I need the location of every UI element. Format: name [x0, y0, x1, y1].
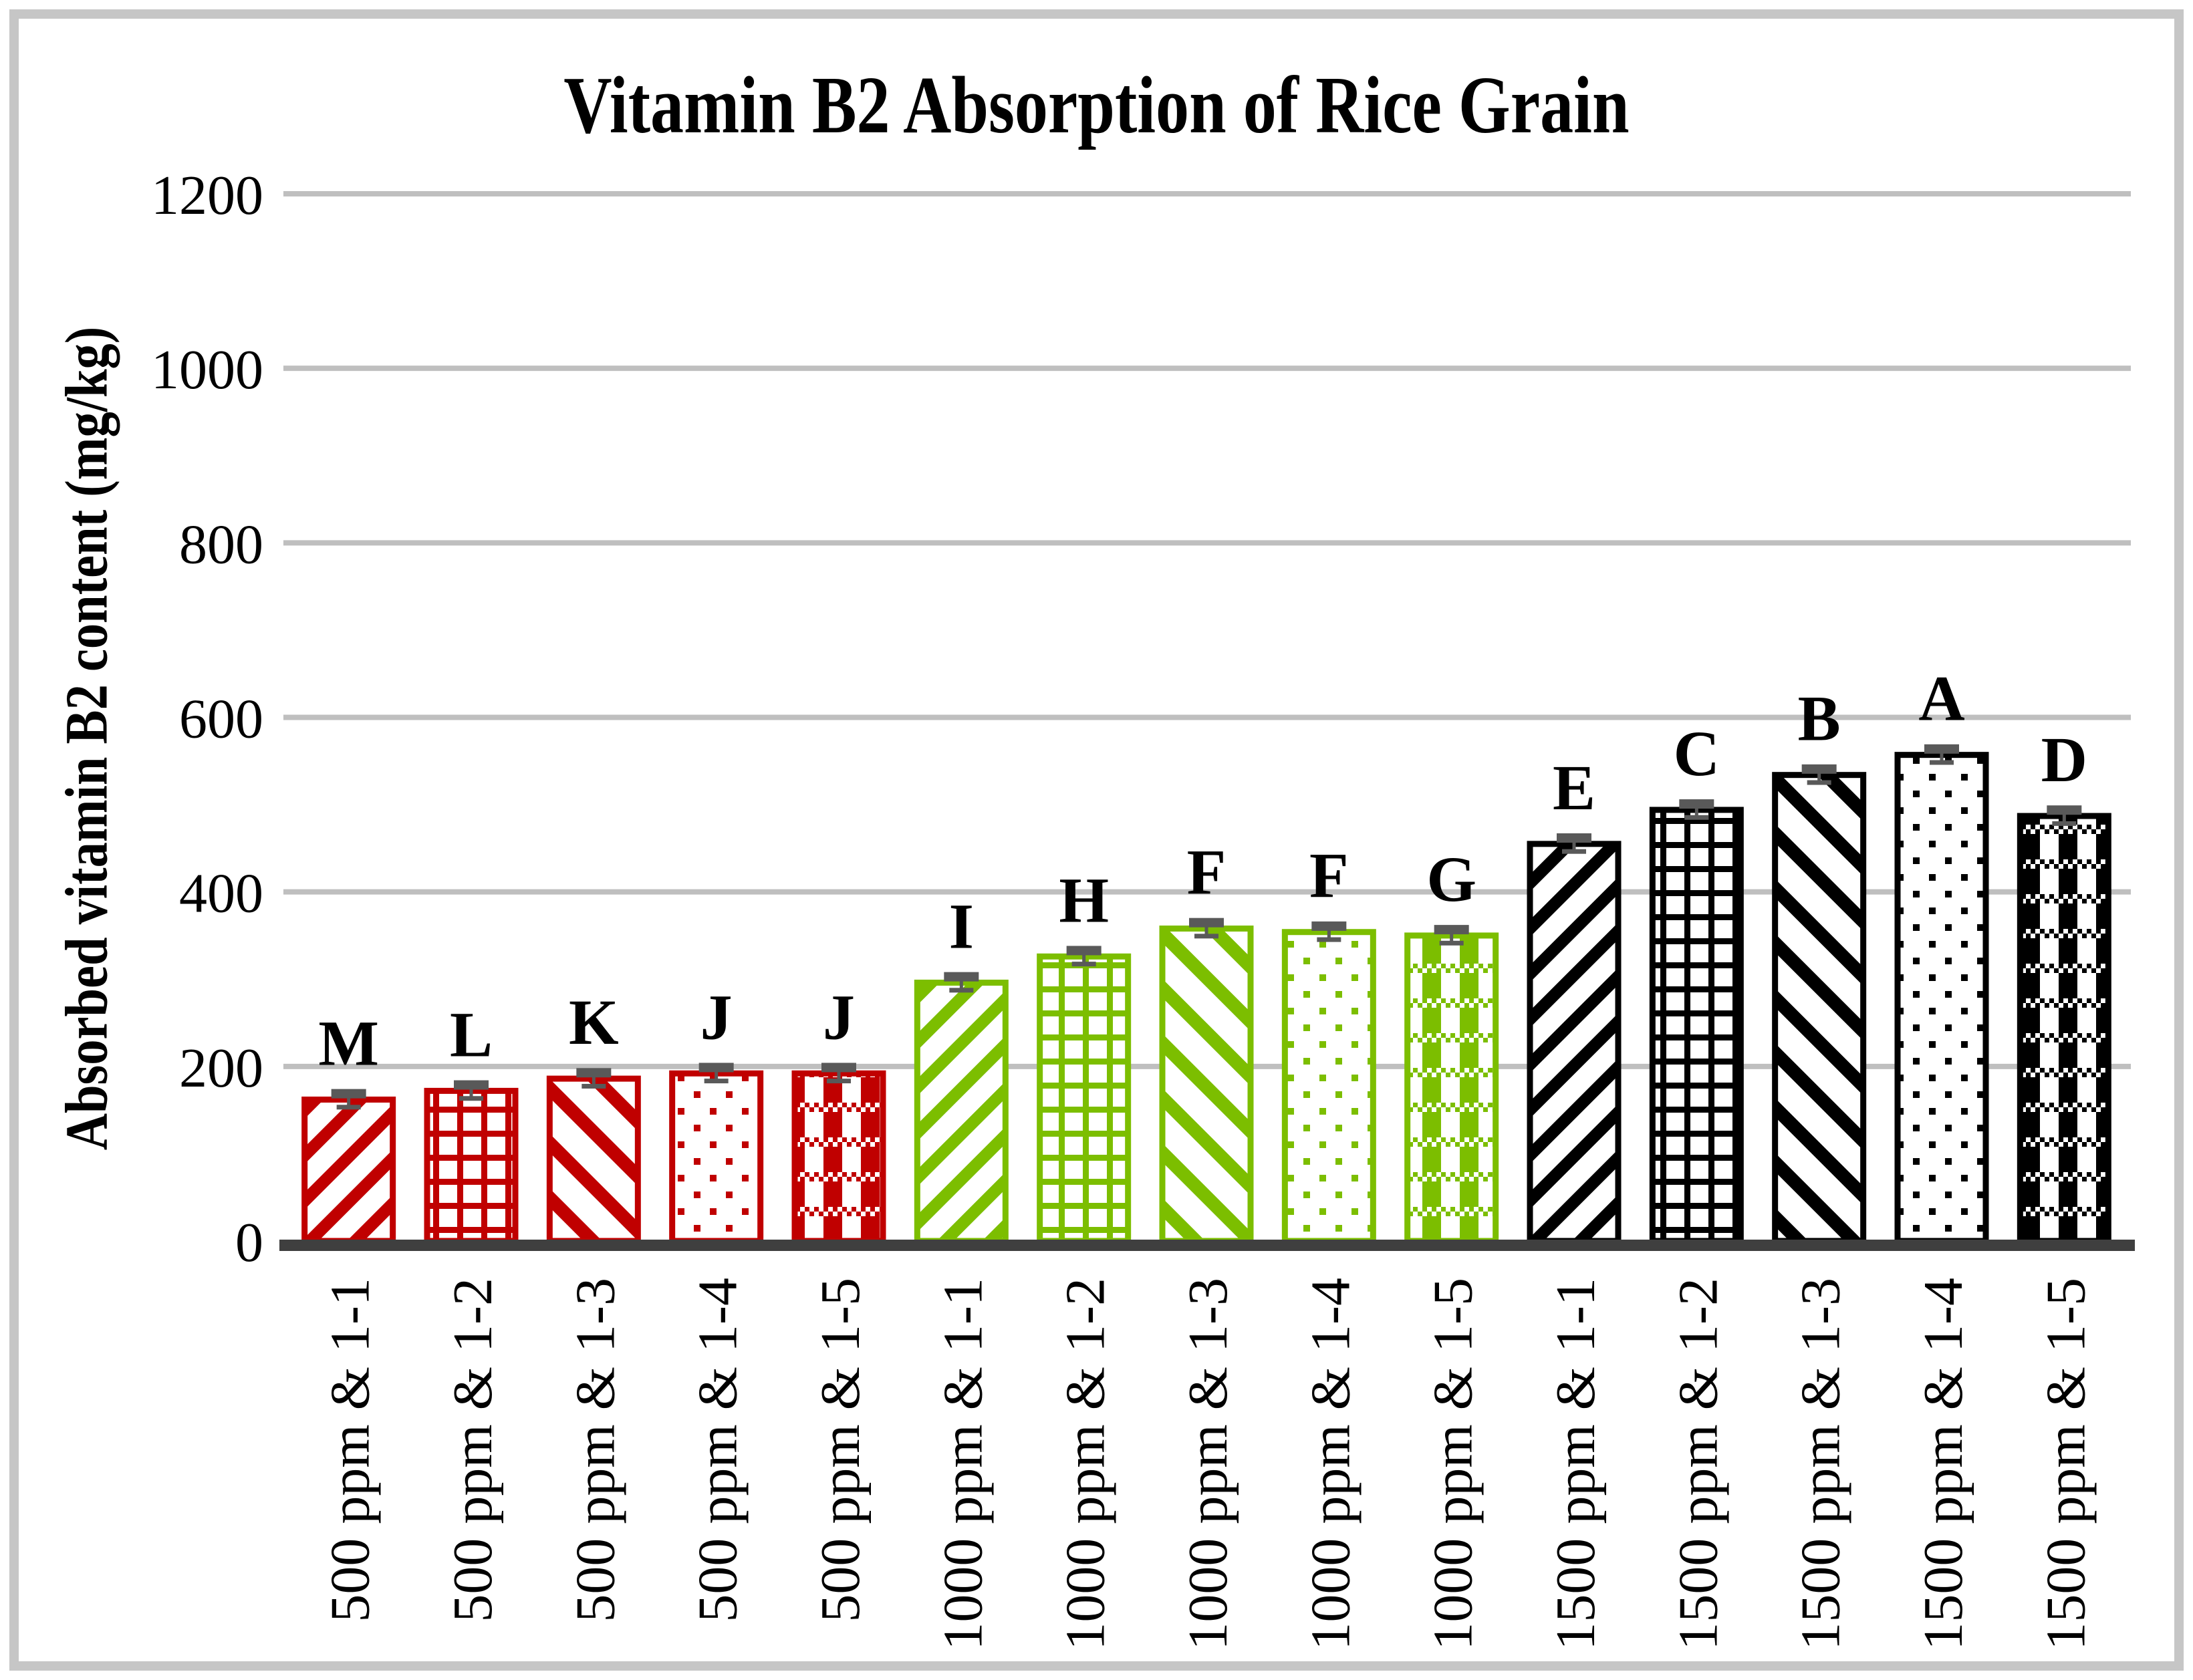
sig-letter-G: G	[1426, 843, 1476, 915]
x-axis-label: 1500 ppm & 1-3	[1790, 1278, 1852, 1651]
sig-letter-D: D	[2041, 724, 2087, 795]
sig-letter-C: C	[1674, 718, 1720, 789]
error-bar-bottom-cap	[1562, 849, 1586, 854]
x-axis-label: 500 ppm & 1-5	[809, 1278, 872, 1623]
sig-letter-J: J	[823, 981, 855, 1053]
error-bar-top-cap	[1189, 918, 1224, 928]
error-bar-bottom-cap	[1194, 934, 1218, 939]
bar-1500-ppm---1-4	[1894, 752, 1989, 1244]
y-tick-label: 1200	[151, 164, 263, 227]
bar-1000-ppm---1-1	[914, 979, 1009, 1244]
error-bar-top-cap	[1557, 833, 1591, 843]
error-bar-top-cap	[331, 1089, 366, 1099]
x-axis-label: 1000 ppm & 1-2	[1055, 1278, 1117, 1651]
bar-1500-ppm---1-1	[1527, 841, 1622, 1244]
error-bar-top-cap	[1311, 921, 1347, 931]
x-axis-label: 1000 ppm & 1-5	[1422, 1278, 1485, 1651]
error-bar-bottom-cap	[582, 1083, 606, 1089]
sig-letter-H: H	[1059, 864, 1109, 936]
y-tick-label: 0	[235, 1212, 263, 1274]
chart-title: Vitamin B2 Absorption of Rice Grain	[563, 60, 1630, 150]
y-tick-label: 200	[179, 1037, 263, 1099]
x-axis-label: 500 ppm & 1-1	[319, 1278, 382, 1623]
x-axis-label: 1000 ppm & 1-4	[1299, 1278, 1362, 1651]
x-axis-label: 500 ppm & 1-4	[687, 1278, 749, 1623]
bar-1000-ppm---1-3	[1159, 926, 1254, 1244]
x-axis-label: 1000 ppm & 1-3	[1177, 1278, 1239, 1651]
error-bar-bottom-cap	[827, 1079, 851, 1084]
x-axis-label: 1500 ppm & 1-2	[1667, 1278, 1729, 1651]
error-bar-top-cap	[454, 1080, 489, 1090]
sig-letter-B: B	[1798, 683, 1841, 754]
sig-letter-F: F	[1309, 840, 1349, 912]
error-bar-top-cap	[2047, 805, 2082, 815]
x-axis-label: 1500 ppm & 1-1	[1545, 1278, 1607, 1651]
error-bar-top-cap	[1801, 764, 1837, 774]
error-bar-top-cap	[576, 1068, 612, 1078]
x-axis-label: 1500 ppm & 1-4	[1912, 1278, 1974, 1651]
sig-letter-L: L	[450, 998, 493, 1070]
x-axis-baseline	[279, 1240, 2135, 1251]
error-bar-bottom-cap	[1071, 962, 1096, 967]
error-bar-bottom-cap	[949, 988, 974, 993]
error-bar-top-cap	[1924, 744, 1959, 754]
x-axis-label: 1500 ppm & 1-5	[2035, 1278, 2097, 1651]
y-tick-label: 600	[179, 688, 263, 750]
bar-1000-ppm---1-4	[1281, 929, 1376, 1244]
bar-1000-ppm---1-5	[1404, 932, 1499, 1244]
x-axis-label: 1000 ppm & 1-1	[932, 1278, 994, 1651]
sig-letter-I: I	[949, 890, 974, 962]
error-bar-top-cap	[1434, 925, 1469, 935]
y-axis-title-text: Absorbed vitamin B2 content (mg/kg)	[53, 326, 120, 1151]
error-bar-bottom-cap	[336, 1105, 361, 1110]
error-bar-bottom-cap	[459, 1096, 483, 1101]
bar-1500-ppm---1-5	[2017, 813, 2111, 1244]
error-bar-bottom-cap	[1684, 815, 1709, 820]
bar-500-ppm---1-2	[424, 1087, 519, 1244]
bar-500-ppm---1-1	[301, 1096, 396, 1244]
error-bar-bottom-cap	[1807, 780, 1831, 785]
error-bar-bottom-cap	[1439, 940, 1464, 946]
error-bar-top-cap	[1066, 946, 1102, 956]
bar-1500-ppm---1-2	[1649, 807, 1744, 1244]
error-bar-top-cap	[1679, 799, 1714, 809]
y-tick-label: 400	[179, 863, 263, 925]
sig-letter-J: J	[700, 981, 733, 1053]
sig-letter-F: F	[1187, 837, 1227, 908]
y-tick-label: 1000	[151, 339, 263, 401]
bar-500-ppm---1-3	[546, 1075, 641, 1244]
error-bar-bottom-cap	[1317, 937, 1341, 942]
x-axis-label: 500 ppm & 1-3	[564, 1278, 626, 1623]
sig-letter-E: E	[1553, 752, 1595, 823]
error-bar-bottom-cap	[704, 1079, 729, 1084]
sig-letter-M: M	[318, 1007, 379, 1079]
bar-500-ppm---1-5	[791, 1070, 886, 1244]
error-bar-bottom-cap	[2052, 821, 2077, 826]
x-axis-label: 500 ppm & 1-2	[442, 1278, 504, 1623]
error-bar-top-cap	[944, 972, 979, 982]
error-bar-bottom-cap	[1930, 760, 1954, 765]
bar-500-ppm---1-4	[669, 1070, 764, 1244]
error-bar-top-cap	[821, 1063, 856, 1073]
y-tick-label: 800	[179, 513, 263, 575]
error-bar-top-cap	[698, 1063, 734, 1073]
sig-letter-K: K	[569, 986, 619, 1058]
bar-1000-ppm---1-2	[1037, 953, 1132, 1244]
bar-1500-ppm---1-3	[1772, 772, 1867, 1244]
sig-letter-A: A	[1918, 663, 1964, 734]
